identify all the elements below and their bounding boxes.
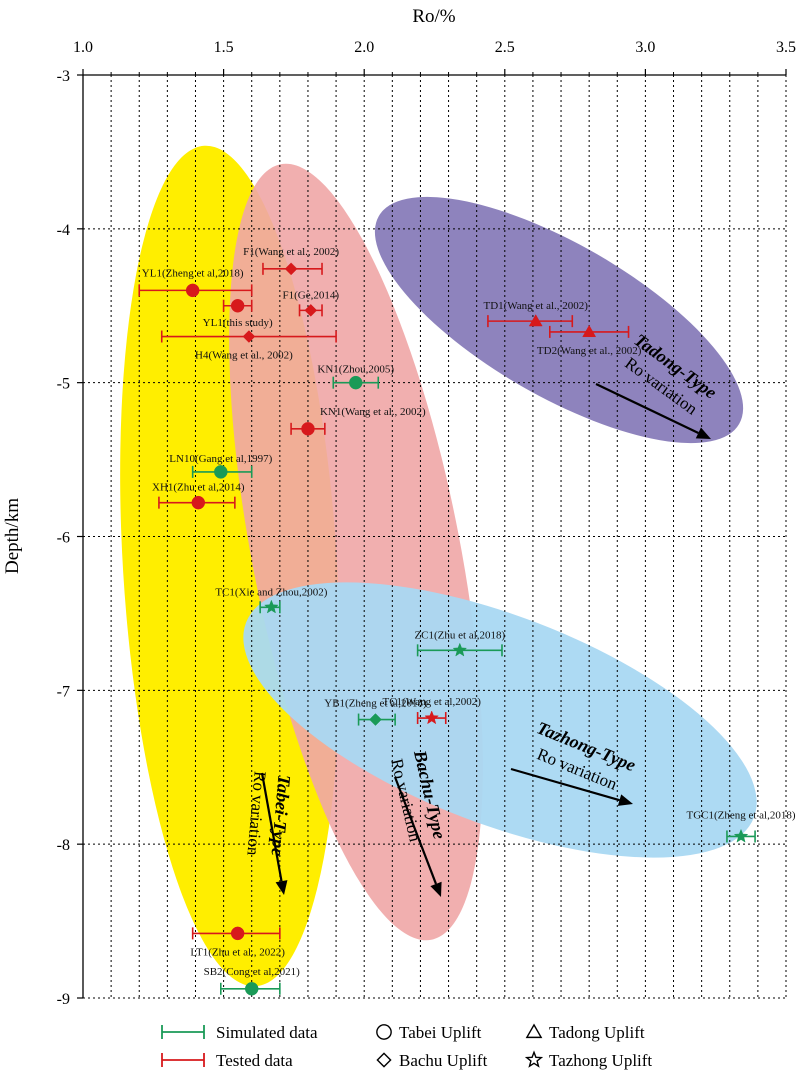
point-label: XH1(Zhu et al,2014) xyxy=(152,482,245,494)
point-marker-diamond xyxy=(242,330,256,343)
data-point: TD2(Wang et al., 2002) xyxy=(537,324,642,357)
y-tick-label: -8 xyxy=(57,837,70,854)
x-axis-title: Ro/% xyxy=(412,6,455,27)
y-tick-label: -6 xyxy=(57,530,70,547)
point-label: TGC1(Zheng et al,2018) xyxy=(686,809,795,821)
legend-label: Tazhong Uplift xyxy=(549,1051,652,1070)
data-point: KN1(Zhou,2005) xyxy=(317,364,394,390)
point-marker-star xyxy=(733,828,749,843)
point-marker-triangle xyxy=(582,324,597,338)
data-point: ZC1(Zhu et al,2018) xyxy=(414,629,506,657)
point-marker-circle xyxy=(214,465,228,479)
point-label: KN1(Zhou,2005) xyxy=(317,364,394,376)
point-marker-diamond xyxy=(284,262,298,276)
x-tick-label: 3.5 xyxy=(776,39,796,56)
data-point: F1(Wang et al., 2002) xyxy=(243,246,339,276)
tazhong-arrow-shaft xyxy=(510,767,620,802)
point-label: YB1(Zheng et al,2018) xyxy=(324,698,427,710)
legend-label: Simulated data xyxy=(216,1023,318,1042)
x-tick-label: 3.0 xyxy=(635,39,655,56)
point-label: H4(Wang et al., 2002) xyxy=(195,350,293,362)
grid-layer xyxy=(83,75,787,999)
tazhong-zone xyxy=(243,582,757,858)
zones-layer xyxy=(120,145,757,987)
data-point: H4(Wang et al., 2002) xyxy=(160,330,337,362)
point-label: TC1(Wang et al,2002) xyxy=(382,696,481,708)
point-label: YL1(Zheng et al,2018) xyxy=(142,267,244,279)
point-marker-diamond xyxy=(369,713,382,726)
data-point: TD1(Wang et al., 2002) xyxy=(483,300,588,328)
data-point: LN10(Gang et al,1997) xyxy=(169,453,273,479)
point-marker-circle xyxy=(349,375,363,390)
tadong-zone xyxy=(374,196,744,444)
data-point: F1(Ge,2014) xyxy=(283,289,340,317)
point-label: TD2(Wang et al., 2002) xyxy=(537,345,642,357)
legend-symbol-circle xyxy=(376,1024,392,1040)
data-point: KN1(Wang et al., 2002) xyxy=(290,406,426,436)
point-marker-circle xyxy=(301,422,315,436)
data-point: XH1(Zhu et al,2014) xyxy=(152,482,245,510)
point-label: F1(Ge,2014) xyxy=(283,289,340,301)
point-label: LN10(Gang et al,1997) xyxy=(169,453,272,465)
legend-symbol-triangle xyxy=(525,1023,543,1039)
tadong-arrow-head xyxy=(695,427,711,439)
data-point: YL1(this study) xyxy=(203,299,273,329)
legend-label: Tested data xyxy=(216,1051,293,1070)
point-label: TC1(Xie and Zhou,2002) xyxy=(215,586,327,598)
point-marker-triangle xyxy=(528,314,543,327)
x-tick-label: 1.5 xyxy=(214,39,234,56)
data-point: TGC1(Zheng et al,2018) xyxy=(686,809,796,843)
data-point: TC1(Xie and Zhou,2002) xyxy=(215,586,328,614)
point-marker-star xyxy=(452,642,468,657)
y-tick-label: -7 xyxy=(57,683,70,700)
data-point: TC1(Wang et al,2002) xyxy=(382,696,481,725)
bachu-arrow-head xyxy=(430,881,442,897)
point-marker-star xyxy=(264,599,279,614)
point-marker-circle xyxy=(244,982,259,996)
legend-label: Tadong Uplift xyxy=(549,1023,645,1042)
y-axis-title: Depth/km xyxy=(2,498,23,574)
point-label: LT1(Zhu et al., 2022) xyxy=(190,946,285,958)
point-marker-circle xyxy=(185,283,200,298)
legend-symbol-star xyxy=(524,1050,544,1068)
bachu-arrow-shaft xyxy=(393,776,438,885)
points-layer: YL1(Zheng et al,2018) F1(Wang et al., 200… xyxy=(138,246,796,996)
point-marker-diamond xyxy=(304,304,318,317)
x-tick-label: 1.0 xyxy=(73,39,93,56)
tazhong-arrow-head xyxy=(617,794,633,806)
point-marker-circle xyxy=(230,299,245,313)
point-marker-circle xyxy=(191,495,206,510)
legend-layer: Simulated data Tabei Uplift Tadong Uplift T… xyxy=(161,1023,652,1070)
point-label: YL1(this study) xyxy=(203,317,273,329)
data-point: SB2(Cong et al,2021) xyxy=(204,966,301,996)
point-marker-star xyxy=(424,710,439,725)
data-point: YB1(Zheng et al,2018) xyxy=(324,698,427,726)
point-label: SB2(Cong et al,2021) xyxy=(204,966,301,978)
y-tick-label: -9 xyxy=(57,991,70,1008)
point-label: F1(Wang et al., 2002) xyxy=(243,246,339,258)
axes-layer: 1.0 1.5 2.0 2.5 3.0 3.5 -3 -4 -5 -6 -7 -8 -9 Ro/% Dept… xyxy=(2,6,796,1008)
x-tick-label: 2.0 xyxy=(354,39,374,56)
legend-symbol-diamond xyxy=(376,1052,392,1068)
y-tick-label: -5 xyxy=(57,376,70,393)
tadong-arrow-shaft xyxy=(595,383,699,434)
data-point: YL1(Zheng et al,2018) xyxy=(138,267,253,298)
point-label: KN1(Wang et al., 2002) xyxy=(320,406,426,418)
point-label: ZC1(Zhu et al,2018) xyxy=(414,629,505,641)
legend-label: Bachu Uplift xyxy=(399,1051,488,1070)
y-tick-label: -4 xyxy=(57,222,70,239)
tabei-arrow-shaft xyxy=(260,772,283,882)
x-tick-label: 2.5 xyxy=(495,39,515,56)
y-tick-label: -3 xyxy=(57,68,70,85)
point-marker-circle xyxy=(230,926,245,941)
legend-label: Tabei Uplift xyxy=(399,1023,482,1042)
data-point: LT1(Zhu et al., 2022) xyxy=(190,926,285,958)
tabei-arrow-head xyxy=(275,880,288,895)
point-label: TD1(Wang et al., 2002) xyxy=(483,300,588,312)
